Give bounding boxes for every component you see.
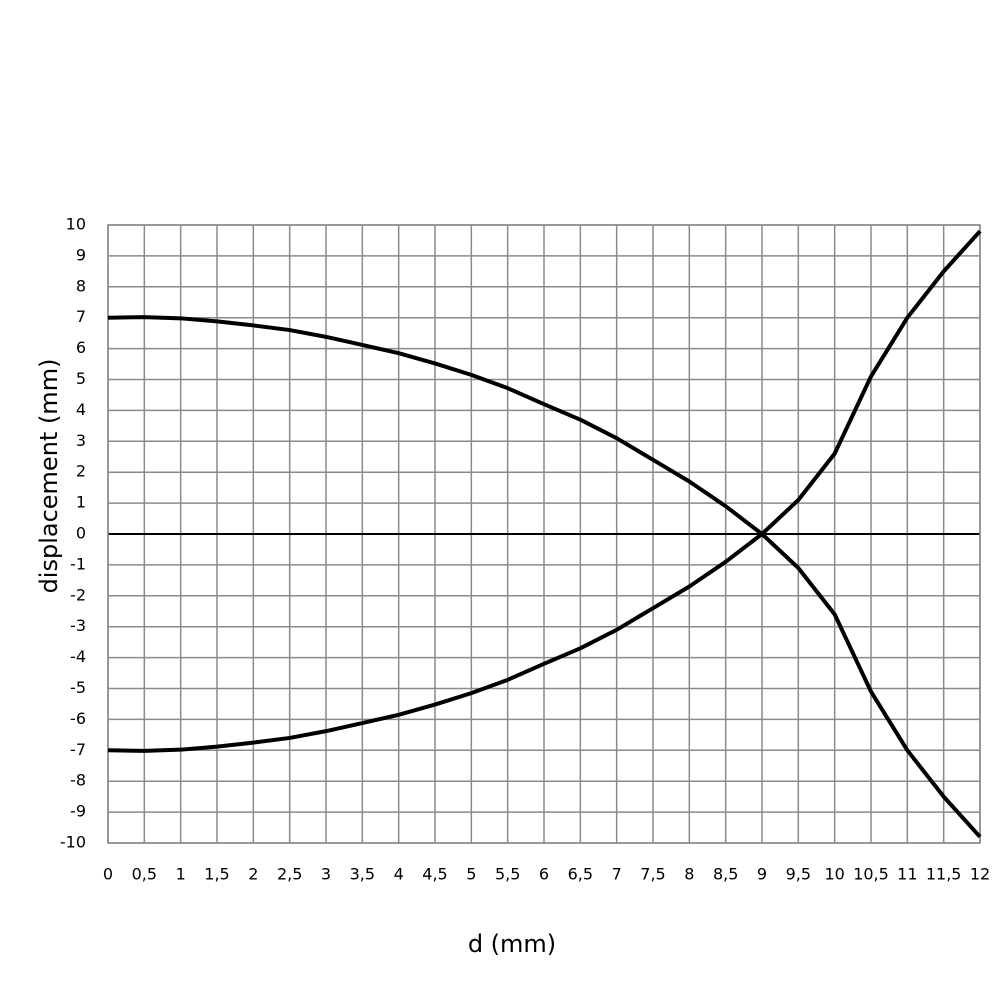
line-series <box>107 315 982 839</box>
x-tick-label: 8 <box>684 865 694 884</box>
y-tick-label: 5 <box>76 369 86 388</box>
x-tick-label: 6,5 <box>568 865 593 884</box>
x-tick-label: 2 <box>248 865 258 884</box>
y-tick-label: -1 <box>70 554 86 573</box>
x-tick-label: 0 <box>103 865 113 884</box>
y-tick-label: -3 <box>70 616 86 635</box>
y-tick-label: -6 <box>70 709 86 728</box>
y-tick-label: 10 <box>66 215 86 234</box>
x-tick-label: 7,5 <box>640 865 665 884</box>
x-tick-label: 8,5 <box>713 865 738 884</box>
x-tick-label: 11,5 <box>926 865 962 884</box>
x-tick-label: 2,5 <box>277 865 302 884</box>
x-tick-label: 5 <box>466 865 476 884</box>
x-tick-label: 4,5 <box>422 865 447 884</box>
x-tick-label: 10 <box>824 865 844 884</box>
y-tick-label: 3 <box>76 431 86 450</box>
y-tick-label: -4 <box>70 647 86 666</box>
y-tick-label: 4 <box>76 400 86 419</box>
line-series <box>107 229 982 753</box>
x-tick-label: 3 <box>321 865 331 884</box>
y-tick-label: 2 <box>76 462 86 481</box>
x-axis-label: d (mm) <box>468 930 556 958</box>
x-tick-label: 6 <box>539 865 549 884</box>
y-tick-label: 9 <box>76 245 86 264</box>
y-tick-label: 7 <box>76 307 86 326</box>
y-tick-label: -5 <box>70 678 86 697</box>
y-tick-label: -9 <box>70 802 86 821</box>
x-tick-label: 1 <box>176 865 186 884</box>
y-tick-label: 6 <box>76 338 86 357</box>
x-tick-label: 5,5 <box>495 865 520 884</box>
x-tick-label: 7 <box>612 865 622 884</box>
y-tick-label: 8 <box>76 276 86 295</box>
y-tick-label: -2 <box>70 585 86 604</box>
plot-border <box>107 224 981 844</box>
x-tick-label: 0,5 <box>132 865 157 884</box>
y-tick-label: 1 <box>76 493 86 512</box>
y-tick-label: -10 <box>60 833 86 852</box>
x-tick-label: 11 <box>897 865 917 884</box>
x-tick-label: 12 <box>970 865 990 884</box>
x-tick-label: 9 <box>757 865 767 884</box>
x-tick-label: 9,5 <box>786 865 811 884</box>
x-tick-label: 3,5 <box>350 865 375 884</box>
x-tick-label: 1,5 <box>204 865 229 884</box>
y-tick-label: -7 <box>70 740 86 759</box>
y-tick-label: -8 <box>70 771 86 790</box>
x-tick-label: 4 <box>394 865 404 884</box>
x-tick-label: 10,5 <box>853 865 889 884</box>
y-axis-label: displacement (mm) <box>35 359 63 594</box>
y-tick-label: 0 <box>76 524 86 543</box>
